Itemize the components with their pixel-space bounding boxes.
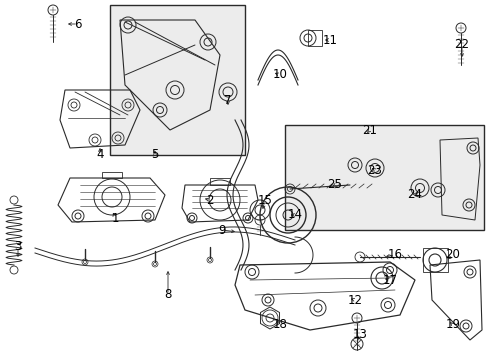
Text: 2: 2 [206, 194, 213, 207]
Text: 1: 1 [111, 211, 119, 225]
Text: 13: 13 [352, 328, 366, 342]
Text: 24: 24 [407, 189, 422, 202]
Text: 10: 10 [272, 68, 287, 81]
Text: 12: 12 [347, 293, 362, 306]
Text: 22: 22 [453, 39, 468, 51]
Text: 9: 9 [218, 224, 225, 237]
Text: 3: 3 [14, 240, 21, 253]
Text: 20: 20 [445, 248, 460, 261]
Text: 19: 19 [445, 319, 460, 332]
Text: 6: 6 [74, 18, 81, 31]
Text: 4: 4 [96, 148, 103, 162]
Text: 7: 7 [224, 94, 231, 107]
Text: 11: 11 [322, 33, 337, 46]
Text: 25: 25 [327, 179, 342, 192]
Text: 17: 17 [382, 274, 397, 287]
Text: 23: 23 [367, 163, 382, 176]
Text: 18: 18 [272, 319, 287, 332]
Bar [110, 5, 244, 155]
Text: 8: 8 [164, 288, 171, 302]
Text: 16: 16 [386, 248, 402, 261]
Text: 5: 5 [151, 148, 159, 162]
Text: 21: 21 [362, 123, 377, 136]
Bar [285, 125, 483, 230]
Text: 15: 15 [257, 194, 272, 207]
Text: 14: 14 [287, 208, 302, 221]
